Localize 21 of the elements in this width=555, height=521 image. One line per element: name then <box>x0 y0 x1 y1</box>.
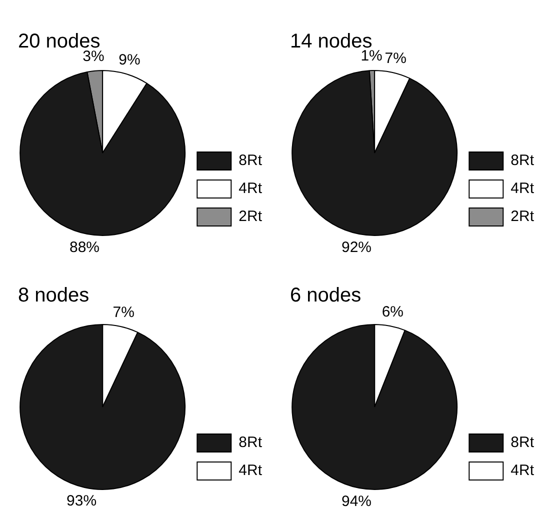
legend-label: 8Rt <box>510 152 535 170</box>
legend-label: 8Rt <box>238 152 263 170</box>
legend-label: 2Rt <box>510 208 535 226</box>
legend-label: 2Rt <box>238 208 263 226</box>
data-label: 7% <box>112 304 134 321</box>
legend-label: 4Rt <box>510 462 535 480</box>
data-label: 7% <box>384 50 406 67</box>
chart-title: 8 nodes <box>18 284 90 307</box>
data-label: 92% <box>341 238 372 256</box>
legend-label: 8Rt <box>510 434 535 452</box>
legend-label: 8Rt <box>238 434 263 452</box>
data-label: 88% <box>69 238 100 256</box>
data-label: 6% <box>382 303 404 320</box>
data-label: 3% <box>82 48 104 66</box>
data-label: 9% <box>118 51 140 68</box>
chart-title: 6 nodes <box>290 284 362 307</box>
legend-label: 4Rt <box>510 180 535 198</box>
legend-label: 4Rt <box>238 180 263 198</box>
data-label: 93% <box>66 492 97 510</box>
legend-label: 4Rt <box>238 462 263 480</box>
data-label: 94% <box>341 492 372 510</box>
